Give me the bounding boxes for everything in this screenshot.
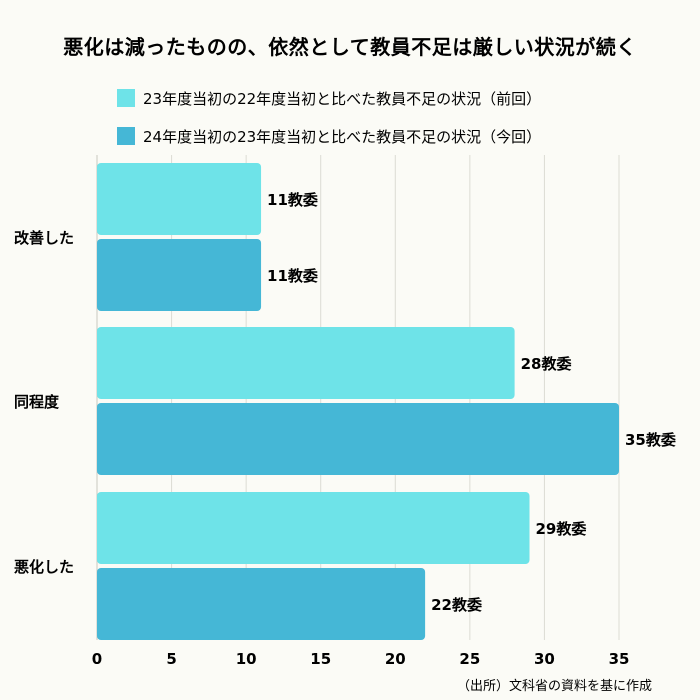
category-label: 同程度 — [14, 393, 60, 411]
legend-swatch — [117, 89, 135, 107]
bar — [97, 403, 619, 475]
bar — [97, 163, 262, 235]
x-tick-label: 15 — [310, 650, 331, 668]
data-label: 35教委 — [625, 431, 676, 449]
x-tick-label: 35 — [609, 650, 630, 668]
data-label: 11教委 — [267, 267, 318, 285]
legend-label: 23年度当初の22年度当初と比べた教員不足の状況（前回） — [143, 90, 541, 108]
bars: 11教委 11教委 28教委 35教委 29教委 22教委 — [97, 163, 676, 640]
data-label: 29教委 — [536, 520, 587, 538]
legend-label: 24年度当初の23年度当初と比べた教員不足の状況（今回） — [143, 128, 541, 146]
legend-swatch — [117, 127, 135, 145]
source-note: （出所）文科省の資料を基に作成 — [457, 679, 652, 694]
x-tick-label: 25 — [459, 650, 480, 668]
x-tick-label: 20 — [385, 650, 406, 668]
x-axis-ticks: 0 5 10 15 20 25 30 35 — [92, 650, 630, 668]
bar — [97, 239, 262, 311]
x-tick-label: 10 — [236, 650, 257, 668]
data-label: 28教委 — [521, 355, 572, 373]
category-label: 改善した — [14, 229, 74, 247]
data-label: 11教委 — [267, 191, 318, 209]
x-tick-label: 0 — [92, 650, 102, 668]
category-label: 悪化した — [14, 558, 74, 576]
x-tick-label: 5 — [166, 650, 176, 668]
x-tick-label: 30 — [534, 650, 555, 668]
bar — [97, 492, 530, 564]
bar — [97, 568, 426, 640]
data-label: 22教委 — [431, 596, 482, 614]
bar — [97, 327, 515, 399]
legend: 23年度当初の22年度当初と比べた教員不足の状況（前回） 24年度当初の23年度当… — [117, 89, 541, 146]
chart-title: 悪化は減ったものの、依然として教員不足は厳しい状況が続く — [63, 35, 636, 59]
